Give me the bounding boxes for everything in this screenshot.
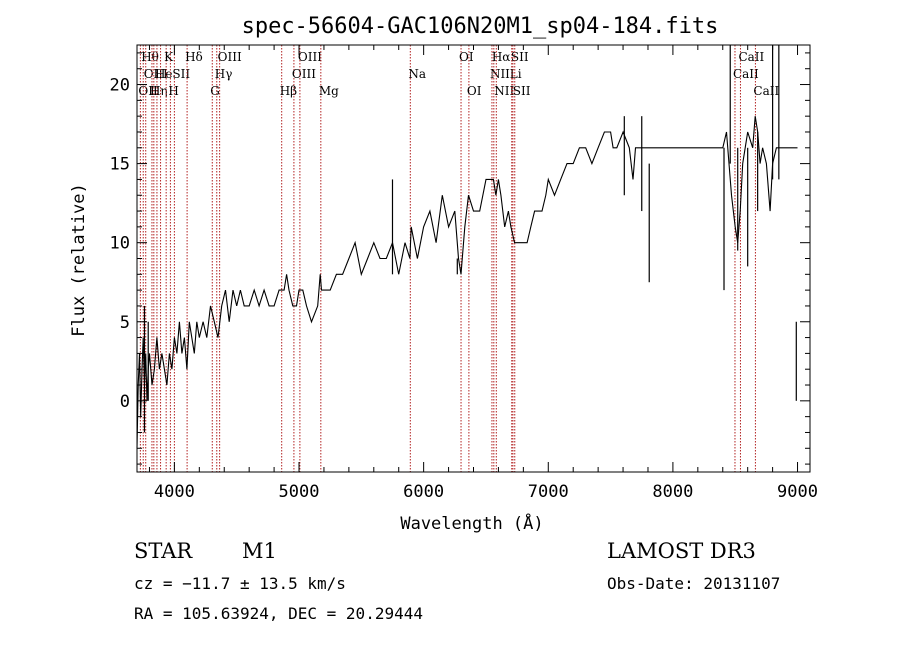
line-marker-label: Hθ bbox=[141, 50, 159, 64]
line-marker-label: SII bbox=[511, 50, 529, 64]
line-marker-label: Hβ bbox=[280, 84, 297, 98]
line-marker-label: CaII bbox=[753, 84, 779, 98]
y-tick-label: 0 bbox=[120, 392, 130, 412]
line-marker-label: Mg bbox=[319, 84, 339, 98]
x-axis-label: Wavelength (Å) bbox=[400, 512, 543, 534]
line-marker-label: He bbox=[155, 67, 173, 81]
line-marker-label: OIII bbox=[144, 67, 168, 81]
spectrum-series bbox=[136, 45, 798, 449]
coordinates: RA = 105.63924, DEC = 20.29444 bbox=[134, 604, 423, 623]
line-marker-label: Hα bbox=[492, 50, 511, 64]
x-tick-label: 7000 bbox=[528, 482, 569, 502]
line-marker-label: Na bbox=[408, 67, 426, 81]
line-marker-label: OIII bbox=[292, 67, 316, 81]
line-marker-label: SII bbox=[172, 67, 190, 81]
y-tick-label: 20 bbox=[110, 76, 130, 96]
axis-ticks: 4000 5000 6000 7000 8000 9000 0 5 10 15 20 bbox=[110, 45, 818, 502]
x-tick-label: 4000 bbox=[154, 482, 195, 502]
line-marker-label: SII bbox=[513, 84, 531, 98]
line-marker-label: Hδ bbox=[185, 50, 203, 64]
y-tick-label: 15 bbox=[110, 155, 130, 175]
line-marker-label: OI bbox=[459, 50, 474, 64]
line-marker-label: OIII bbox=[218, 50, 242, 64]
y-axis-label: Flux (relative) bbox=[69, 183, 89, 337]
plot-frame bbox=[136, 44, 811, 473]
survey-name: LAMOST DR3 bbox=[607, 539, 756, 563]
line-marker-label: CaII bbox=[738, 50, 764, 64]
line-marker-label: Hγ bbox=[215, 67, 233, 81]
observation-date: Obs-Date: 20131107 bbox=[607, 574, 781, 593]
line-marker-label: NII bbox=[494, 84, 514, 98]
y-tick-label: 10 bbox=[110, 234, 130, 254]
x-tick-label: 9000 bbox=[777, 482, 818, 502]
y-tick-label: 5 bbox=[120, 313, 130, 333]
line-marker-label: NII bbox=[490, 67, 510, 81]
x-tick-label: 6000 bbox=[403, 482, 444, 502]
spectrum-line bbox=[136, 116, 798, 449]
redshift-value: cz = −11.7 ± 13.5 km/s bbox=[134, 574, 346, 593]
line-marker-label: G bbox=[210, 84, 220, 98]
chart-title: spec-56604-GAC106N20M1_sp04-184.fits bbox=[242, 14, 719, 39]
object-class: STAR bbox=[134, 539, 193, 563]
object-subclass: M1 bbox=[242, 539, 277, 563]
line-marker-label: OI bbox=[467, 84, 482, 98]
x-tick-label: 8000 bbox=[652, 482, 693, 502]
line-marker-label: Hη bbox=[150, 84, 168, 98]
line-marker-label: OIII bbox=[298, 50, 322, 64]
line-marker-label: CaII bbox=[733, 67, 759, 81]
line-marker-label: H bbox=[168, 84, 178, 98]
line-markers: OIIHθOIIIHηHeKHSIIHδGHγOIIIHβOIIIOIIIMgN… bbox=[138, 45, 779, 472]
line-marker-label: Li bbox=[510, 67, 522, 81]
x-tick-label: 5000 bbox=[279, 482, 320, 502]
line-marker-label: K bbox=[164, 50, 174, 64]
